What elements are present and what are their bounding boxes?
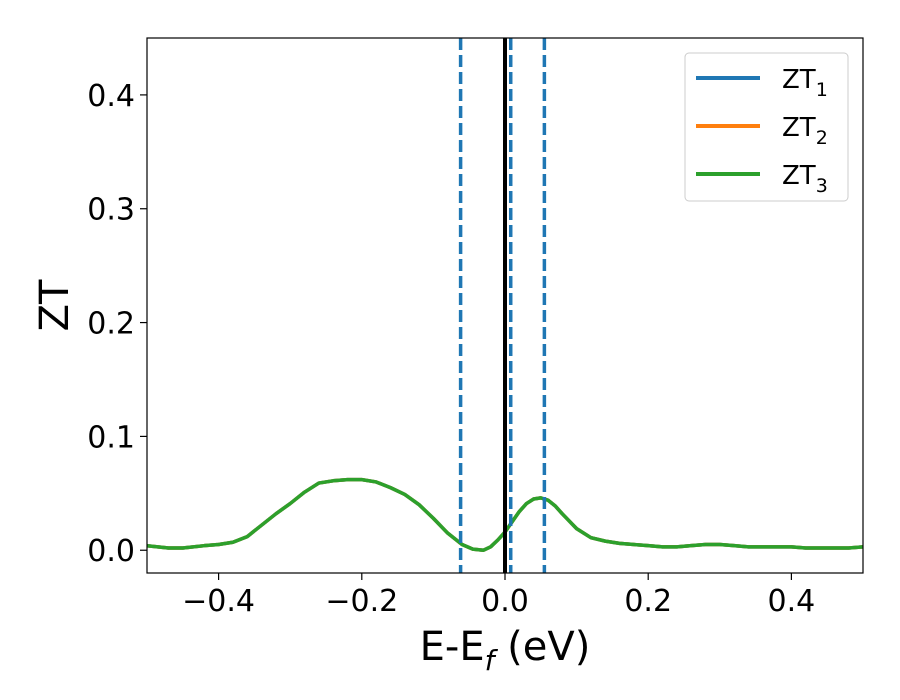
x-tick-label: −0.4	[182, 584, 255, 619]
x-tick-label: −0.2	[325, 584, 398, 619]
y-tick-label: 0.0	[87, 534, 135, 569]
y-axis: 0.0 0.1 0.2 0.3 0.4	[87, 79, 147, 569]
x-axis-label: E-Ef (eV)	[420, 624, 591, 677]
x-tick-label: 0.0	[481, 584, 529, 619]
legend-box	[684, 52, 849, 202]
x-tick-label: 0.2	[624, 584, 672, 619]
y-axis-label: ZT	[32, 279, 78, 331]
y-tick-label: 0.1	[87, 420, 135, 455]
x-tick-label: 0.4	[768, 584, 816, 619]
series-line-zt3	[147, 477, 863, 552]
x-axis-label-unit: (eV)	[494, 624, 590, 670]
x-axis: −0.4 −0.2 0.0 0.2 0.4	[182, 573, 815, 619]
y-tick-label: 0.2	[87, 307, 135, 342]
legend: ZT1 ZT2 ZT3	[684, 52, 849, 202]
legend-label-zt3: ZT3	[782, 161, 828, 197]
legend-label-zt1: ZT1	[782, 65, 828, 101]
legend-label-zt2: ZT2	[782, 113, 828, 149]
x-axis-label-main: E-E	[420, 624, 485, 670]
plot-area	[147, 38, 863, 573]
y-tick-label: 0.3	[87, 193, 135, 228]
y-tick-label: 0.4	[87, 79, 135, 114]
